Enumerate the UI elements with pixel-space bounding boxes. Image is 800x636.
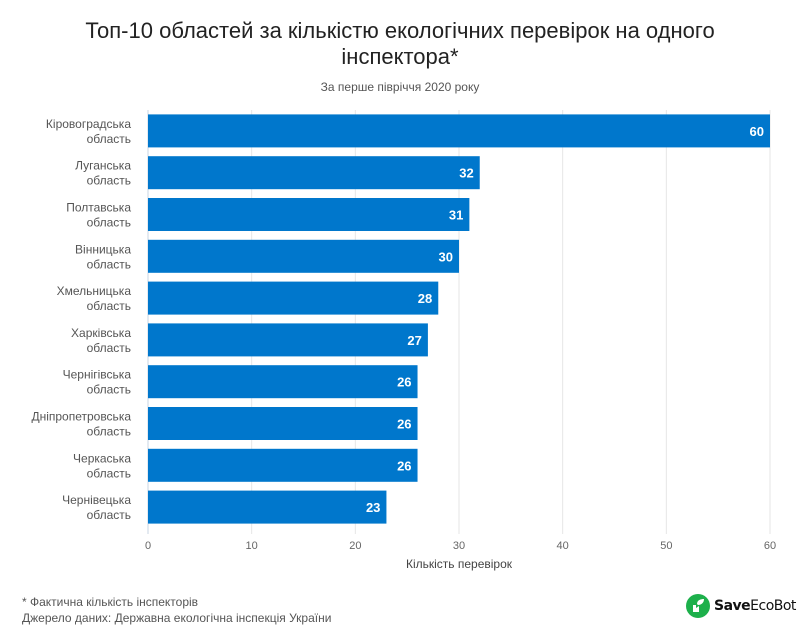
category-label-line: Луганська xyxy=(75,159,131,173)
category-label-line: Полтавська xyxy=(66,201,131,215)
category-label-line: область xyxy=(87,383,131,397)
x-tick-label: 60 xyxy=(764,540,776,552)
data-label: 30 xyxy=(439,249,453,264)
data-label: 26 xyxy=(397,458,411,473)
data-label: 26 xyxy=(397,417,411,432)
footnote: * Фактична кількість інспекторів Джерело… xyxy=(22,594,331,626)
logo-text-rest: EcoBot xyxy=(750,598,796,614)
logo-text-bold: Save xyxy=(714,598,751,614)
category-label-line: Чернігівська xyxy=(63,368,132,382)
category-label-line: область xyxy=(87,508,131,522)
category-label-line: область xyxy=(87,299,131,313)
chart-subtitle: За перше півріччя 2020 року xyxy=(320,80,480,94)
data-label: 26 xyxy=(397,375,411,390)
x-tick-labels: 0 10 20 30 40 50 60 xyxy=(145,540,776,552)
category-label: Чернівецька область xyxy=(62,493,131,522)
category-label-line: Кіровоградська xyxy=(46,117,131,131)
category-label-line: область xyxy=(87,341,131,355)
bar xyxy=(148,198,470,231)
category-label-line: область xyxy=(87,132,131,146)
category-label-line: область xyxy=(87,425,131,439)
bar xyxy=(148,281,439,315)
category-label-line: Вінницька xyxy=(75,242,131,256)
category-label-line: область xyxy=(87,216,131,230)
bar xyxy=(148,448,418,482)
category-label-line: Харківська xyxy=(71,326,131,340)
data-label: 31 xyxy=(449,208,463,223)
footnote-note: * Фактична кількість інспекторів xyxy=(22,595,199,609)
chart-title-line-2: інспектора* xyxy=(341,44,459,69)
saveecobot-logo: SaveEcoBot xyxy=(686,593,796,619)
bar xyxy=(148,239,459,273)
chart-title-line-1: Топ-10 областей за кількістю екологічних… xyxy=(85,18,715,43)
bars: 60 32 31 30 28 27 26 26 26 23 xyxy=(148,114,770,524)
x-tick-label: 20 xyxy=(349,540,361,552)
category-label: Кіровоградська область xyxy=(46,117,131,146)
bar xyxy=(148,114,770,148)
category-label-line: область xyxy=(87,466,131,480)
category-label-line: Хмельницька xyxy=(57,284,132,298)
leaf-factory-icon xyxy=(686,594,710,618)
data-label: 60 xyxy=(750,124,764,139)
category-label-line: область xyxy=(87,174,131,188)
bar xyxy=(148,490,387,524)
category-label-line: Чернівецька xyxy=(62,493,131,507)
x-tick-label: 10 xyxy=(246,540,258,552)
category-label: Черкаська область xyxy=(73,451,131,480)
footnote-source: Джерело даних: Державна екологічна інспе… xyxy=(22,611,332,625)
bar xyxy=(148,156,480,190)
x-tick-label: 0 xyxy=(145,540,151,552)
category-label: Вінницька область xyxy=(75,242,131,271)
data-label: 28 xyxy=(418,291,432,306)
x-tick-label: 30 xyxy=(453,540,465,552)
logo-text: SaveEcoBot xyxy=(714,598,796,614)
chart-title: Топ-10 областей за кількістю екологічних… xyxy=(0,18,800,70)
category-label-line: Черкаська xyxy=(73,451,131,465)
category-label: Полтавська область xyxy=(66,201,131,230)
data-label: 23 xyxy=(366,500,380,515)
x-axis-title: Кількість перевірок xyxy=(406,557,513,571)
data-label: 27 xyxy=(407,333,421,348)
category-label: Хмельницька область xyxy=(57,284,132,313)
data-label: 32 xyxy=(459,166,473,181)
category-label: Луганська область xyxy=(75,159,131,188)
category-label-line: Дніпропетровська xyxy=(31,410,131,424)
x-tick-label: 40 xyxy=(557,540,569,552)
bar xyxy=(148,365,418,399)
category-label: Чернігівська область xyxy=(63,368,132,397)
category-label: Дніпропетровська область xyxy=(31,410,131,439)
bar xyxy=(148,323,428,357)
x-tick-label: 50 xyxy=(660,540,672,552)
category-label: Харківська область xyxy=(71,326,131,355)
bar xyxy=(148,407,418,440)
category-label-line: область xyxy=(87,257,131,271)
